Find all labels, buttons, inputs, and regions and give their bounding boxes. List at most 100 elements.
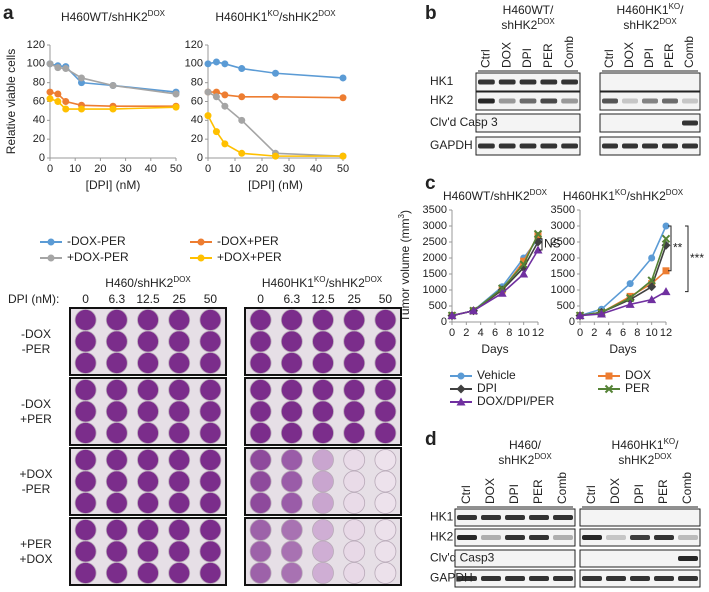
well <box>374 519 397 541</box>
marker <box>456 397 466 406</box>
well <box>168 352 191 374</box>
blot-title: shHK2DOX <box>623 17 677 33</box>
well <box>199 309 222 331</box>
x-tick-label: 20 <box>256 163 268 175</box>
well <box>199 492 222 514</box>
x-tick-label: 8 <box>506 327 512 339</box>
y-tick-label: 20 <box>33 133 45 145</box>
well <box>74 379 97 401</box>
blot-title: H460HK1KO/ <box>612 437 680 453</box>
lane-label: PER <box>531 479 545 504</box>
marker <box>197 238 205 246</box>
well <box>137 449 159 471</box>
marker <box>238 149 246 157</box>
band <box>654 576 674 581</box>
blot-title: shHK2DOX <box>618 452 672 468</box>
marker <box>469 306 478 315</box>
marker <box>204 88 212 96</box>
chart-title-part: H460WT/shHK2 <box>443 189 530 203</box>
y-tick-label: 120 <box>27 39 45 51</box>
well <box>168 492 191 514</box>
y-tick-label: 0 <box>197 152 203 164</box>
y-tick-label: 80 <box>33 77 45 89</box>
marker <box>54 64 62 72</box>
x-tick-label: 12 <box>532 327 544 339</box>
well <box>312 422 334 444</box>
band <box>478 98 495 104</box>
legend-label: -DOX+PER <box>217 234 279 248</box>
legend-label: Vehicle <box>477 368 516 382</box>
marker <box>626 280 634 288</box>
y-tick-label: 500 <box>429 300 447 312</box>
band <box>662 143 678 149</box>
marker <box>212 93 220 101</box>
marker <box>519 269 529 278</box>
marker <box>46 95 54 103</box>
legend-label: DOX/DPI/PER <box>477 394 555 408</box>
condition-label: +DOX <box>19 552 52 566</box>
x-tick-label: 10 <box>69 163 81 175</box>
blot-title-part: H460/ <box>509 438 542 452</box>
dose-label: 25 <box>173 292 187 306</box>
well <box>74 400 97 423</box>
band <box>505 515 525 520</box>
well <box>343 309 366 331</box>
marker <box>238 116 246 124</box>
band <box>529 576 549 581</box>
marker <box>339 74 347 82</box>
y-tick-label: 3500 <box>423 204 447 216</box>
well <box>137 519 159 541</box>
well <box>105 309 128 331</box>
marker <box>197 254 205 262</box>
lane-label: DOX <box>499 42 513 68</box>
blot-title: H460/ <box>509 438 542 452</box>
lane-label: DPI <box>632 484 646 504</box>
lane-label: Ctrl <box>479 49 493 68</box>
marker <box>46 60 54 68</box>
well <box>374 352 397 374</box>
bracket <box>685 225 689 293</box>
blot-title: H460HK1KO/ <box>617 2 685 18</box>
blot-title-part: DOX <box>654 452 672 461</box>
chart-title-part: H460HK1 <box>563 189 615 203</box>
blot-title-part: shHK2 <box>501 18 537 32</box>
condition-label: -PER <box>22 342 51 356</box>
well <box>312 309 334 331</box>
well <box>199 540 222 563</box>
well <box>249 400 272 423</box>
marker <box>647 282 657 292</box>
well <box>74 540 97 563</box>
lane-label: DOX <box>622 42 636 68</box>
band <box>682 98 698 104</box>
marker <box>172 103 180 111</box>
lane-label: DPI <box>507 484 521 504</box>
marker <box>339 94 347 102</box>
well <box>168 562 191 584</box>
chart-title: H460HK1KO/shHK2DOX <box>563 188 684 204</box>
well <box>137 330 159 353</box>
lane-label: Ctrl <box>602 49 616 68</box>
legend-label: DPI <box>477 381 497 395</box>
band <box>498 143 516 149</box>
row-label: Clv'd Casp 3 <box>430 115 498 129</box>
x-tick-label: 0 <box>205 163 211 175</box>
well <box>249 519 272 541</box>
well <box>199 519 222 541</box>
well <box>137 562 159 584</box>
marker <box>221 102 229 110</box>
well <box>374 540 397 563</box>
y-axis-label: Tumor volume (mm3) <box>397 210 413 322</box>
marker <box>54 98 62 105</box>
marker <box>46 88 54 96</box>
legend-label: DOX <box>625 368 651 382</box>
x-tick-label: 2 <box>591 327 597 339</box>
well <box>105 379 128 401</box>
band <box>682 143 698 149</box>
plate-title-part: H460/shHK2 <box>105 276 173 290</box>
band <box>457 535 477 540</box>
chart-title-part: DOX <box>530 188 548 197</box>
x-tick-label: 0 <box>577 327 583 339</box>
marker <box>605 372 613 380</box>
band <box>561 98 578 104</box>
band <box>529 535 549 540</box>
